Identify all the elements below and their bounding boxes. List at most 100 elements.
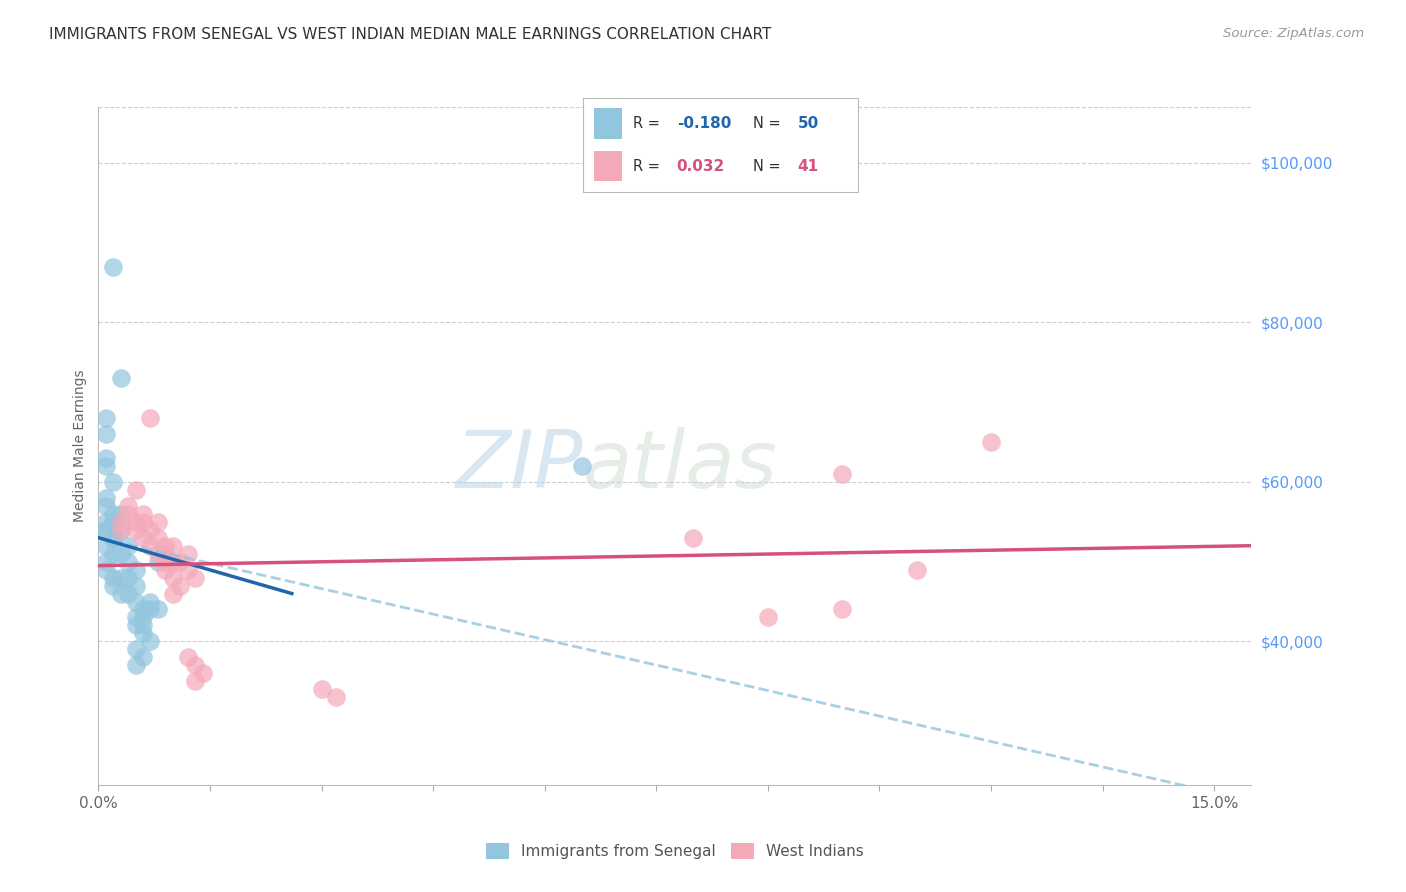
Point: [831, 467, 853, 481]
Point: [117, 499, 139, 513]
Point: [311, 682, 333, 697]
Text: 41: 41: [797, 159, 818, 174]
Point: [94, 427, 117, 442]
Text: 50: 50: [797, 116, 818, 131]
Point: [110, 586, 132, 600]
Point: [571, 458, 593, 473]
Point: [110, 515, 132, 529]
Text: IMMIGRANTS FROM SENEGAL VS WEST INDIAN MEDIAN MALE EARNINGS CORRELATION CHART: IMMIGRANTS FROM SENEGAL VS WEST INDIAN M…: [49, 27, 772, 42]
Point: [117, 586, 139, 600]
Point: [94, 523, 117, 537]
Point: [94, 499, 117, 513]
Point: [124, 618, 146, 632]
Point: [103, 475, 125, 489]
Point: [146, 602, 169, 616]
Point: [155, 539, 177, 553]
Point: [103, 515, 125, 529]
Point: [191, 666, 214, 681]
Point: [103, 547, 125, 561]
Point: [103, 515, 125, 529]
Point: [905, 563, 928, 577]
Point: [162, 555, 184, 569]
Point: [94, 411, 117, 425]
Point: [117, 507, 139, 521]
Y-axis label: Median Male Earnings: Median Male Earnings: [73, 369, 87, 523]
Point: [146, 515, 169, 529]
Point: [117, 571, 139, 585]
Point: [110, 523, 132, 537]
Point: [162, 539, 184, 553]
Point: [132, 507, 155, 521]
Point: [94, 515, 117, 529]
Bar: [595, 109, 621, 139]
Point: [124, 578, 146, 592]
Point: [162, 571, 184, 585]
Point: [162, 586, 184, 600]
Point: [169, 555, 191, 569]
Text: N =: N =: [754, 159, 786, 174]
Legend: Immigrants from Senegal, West Indians: Immigrants from Senegal, West Indians: [479, 838, 870, 865]
Point: [176, 563, 198, 577]
Point: [124, 610, 146, 624]
Text: N =: N =: [754, 116, 786, 131]
Point: [184, 674, 207, 689]
Point: [132, 626, 155, 640]
Point: [184, 658, 207, 673]
Point: [103, 571, 125, 585]
Text: R =: R =: [633, 116, 665, 131]
Point: [94, 555, 117, 569]
Point: [124, 594, 146, 608]
Point: [139, 539, 162, 553]
Point: [155, 563, 177, 577]
Point: [139, 602, 162, 616]
Point: [110, 371, 132, 385]
Text: atlas: atlas: [582, 427, 778, 506]
Point: [103, 531, 125, 545]
Text: Source: ZipAtlas.com: Source: ZipAtlas.com: [1223, 27, 1364, 40]
Point: [110, 571, 132, 585]
Point: [132, 515, 155, 529]
Point: [139, 634, 162, 648]
Point: [124, 483, 146, 497]
Point: [139, 523, 162, 537]
Point: [756, 610, 779, 624]
Point: [184, 571, 207, 585]
Point: [132, 610, 155, 624]
Point: [132, 650, 155, 665]
Point: [139, 411, 162, 425]
Point: [94, 539, 117, 553]
Text: 0.032: 0.032: [676, 159, 725, 174]
Point: [94, 491, 117, 505]
Bar: [595, 151, 621, 181]
Point: [831, 602, 853, 616]
Point: [124, 658, 146, 673]
Point: [155, 547, 177, 561]
Point: [117, 555, 139, 569]
Point: [682, 531, 704, 545]
Point: [124, 642, 146, 657]
Point: [139, 594, 162, 608]
Point: [169, 578, 191, 592]
Point: [146, 555, 169, 569]
Point: [103, 507, 125, 521]
Point: [110, 547, 132, 561]
Point: [325, 690, 347, 705]
Point: [124, 515, 146, 529]
Point: [146, 531, 169, 545]
Point: [980, 435, 1002, 450]
Point: [132, 602, 155, 616]
Point: [132, 618, 155, 632]
Point: [103, 260, 125, 274]
Point: [94, 563, 117, 577]
Point: [94, 458, 117, 473]
Point: [176, 547, 198, 561]
Point: [155, 555, 177, 569]
Point: [124, 523, 146, 537]
Point: [110, 507, 132, 521]
Point: [103, 531, 125, 545]
Point: [117, 539, 139, 553]
Point: [110, 523, 132, 537]
Text: -0.180: -0.180: [676, 116, 731, 131]
Point: [94, 523, 117, 537]
Point: [146, 547, 169, 561]
